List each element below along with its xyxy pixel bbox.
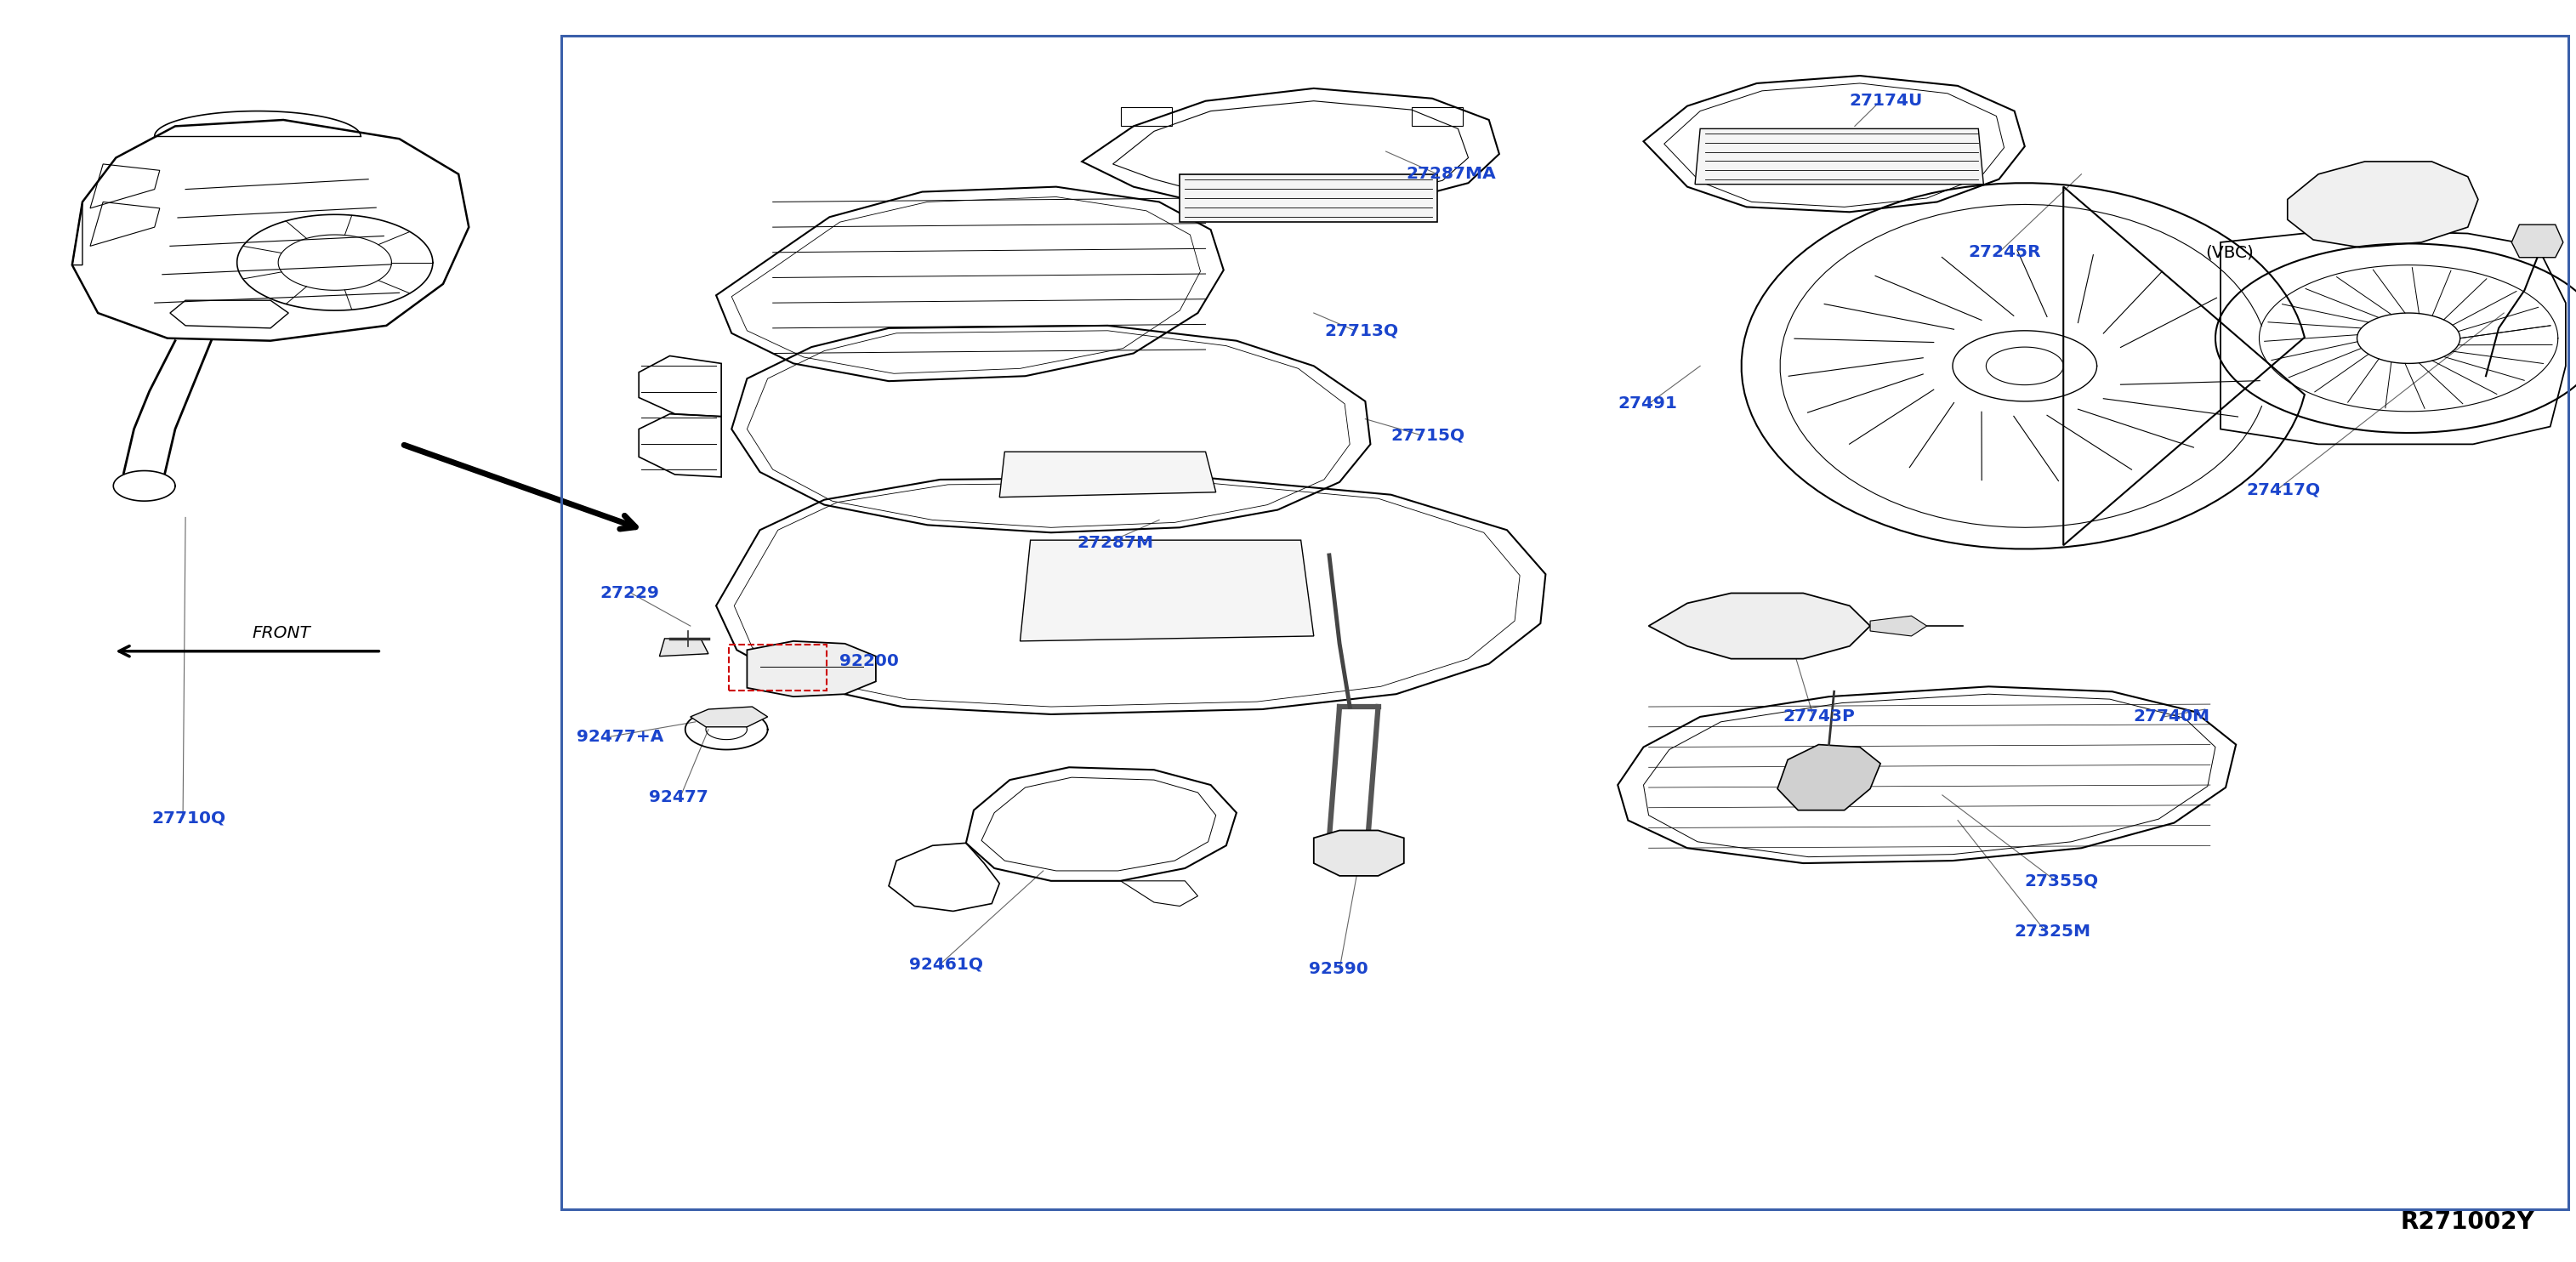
Polygon shape: [1649, 593, 1870, 659]
Text: R271002Y: R271002Y: [2401, 1210, 2535, 1234]
Polygon shape: [747, 641, 876, 697]
Text: 27174U: 27174U: [1850, 93, 1924, 109]
Text: 27325M: 27325M: [2014, 924, 2092, 939]
Text: 27740M: 27740M: [2133, 709, 2210, 724]
Polygon shape: [1020, 540, 1314, 641]
Text: 27710Q: 27710Q: [152, 810, 227, 825]
Text: 27287MA: 27287MA: [1406, 167, 1497, 182]
Polygon shape: [659, 639, 708, 656]
Text: 27743P: 27743P: [1783, 709, 1855, 724]
Text: 27715Q: 27715Q: [1391, 428, 1466, 443]
Polygon shape: [999, 452, 1216, 497]
Text: FRONT: FRONT: [252, 626, 312, 641]
Text: (VBC): (VBC): [2205, 245, 2254, 260]
Text: 92461Q: 92461Q: [909, 957, 984, 972]
Text: 27491: 27491: [1618, 396, 1677, 411]
Polygon shape: [2287, 162, 2478, 247]
Bar: [562, 35, 2568, 1209]
Text: 92477: 92477: [649, 790, 708, 805]
Bar: [729, 645, 827, 690]
Polygon shape: [1180, 174, 1437, 222]
Text: 27229: 27229: [600, 586, 659, 601]
Text: 92590: 92590: [1309, 962, 1368, 977]
Text: 27287M: 27287M: [1077, 535, 1154, 550]
Polygon shape: [2512, 225, 2563, 257]
Text: 92477+A: 92477+A: [577, 729, 665, 745]
Polygon shape: [690, 707, 768, 727]
Polygon shape: [1777, 745, 1880, 810]
Text: 27355Q: 27355Q: [2025, 873, 2099, 888]
Polygon shape: [1314, 830, 1404, 876]
Text: 92200: 92200: [840, 654, 899, 669]
Polygon shape: [1695, 129, 1984, 184]
Text: 27417Q: 27417Q: [2246, 482, 2321, 497]
Polygon shape: [1870, 616, 1927, 636]
Text: 27245R: 27245R: [1968, 245, 2040, 260]
Text: 27713Q: 27713Q: [1324, 323, 1399, 338]
